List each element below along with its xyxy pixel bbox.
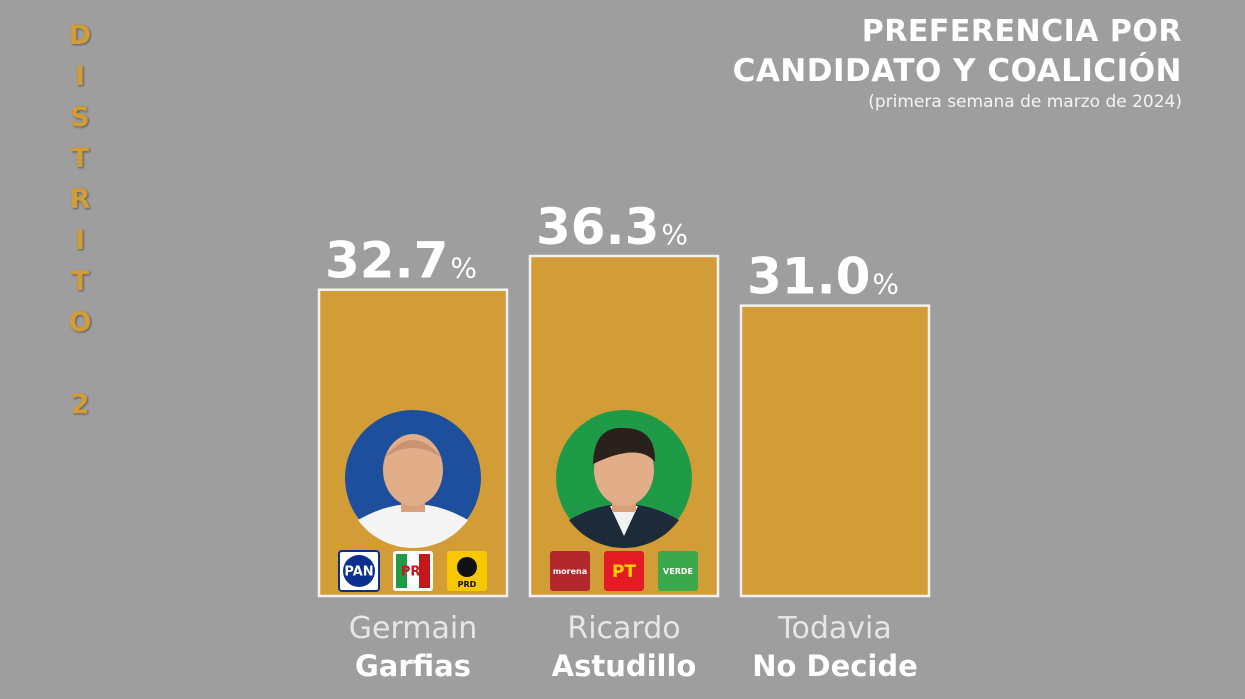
candidate-hair	[384, 440, 442, 458]
logo-text: PRD	[458, 580, 477, 589]
logo-bg	[604, 551, 644, 591]
category-label-line2: No Decide	[752, 649, 918, 683]
value-label: 36.3%	[536, 198, 688, 256]
header-subtitle: (primera semana de marzo de 2024)	[868, 92, 1182, 112]
header: PREFERENCIA POR CANDIDATO Y COALICIÓN (p…	[733, 13, 1182, 113]
category-label-line1: Todavia	[777, 611, 891, 646]
logo-stripe-red	[419, 554, 430, 588]
logo-text: PT	[612, 562, 636, 582]
logo-text: PRI	[401, 565, 425, 580]
logo-bg	[550, 551, 590, 591]
side-title-letter: D	[68, 20, 92, 51]
logo-text: PAN	[344, 565, 373, 580]
logo-text: VERDE	[663, 567, 693, 576]
category-label-line1: Germain	[349, 611, 477, 646]
morena-logo-icon: morena	[550, 551, 590, 591]
value-label: 32.7%	[325, 232, 477, 290]
side-title-letter: I	[74, 225, 86, 256]
pri-logo-icon: PRI	[393, 551, 433, 591]
verde-logo-icon: VERDE	[658, 551, 698, 591]
side-title-letter: T	[70, 143, 90, 174]
pt-logo-icon: PT	[604, 551, 644, 591]
candidate-hair	[593, 427, 656, 464]
prd-logo-icon: PRD	[447, 551, 487, 591]
candidate-face	[383, 434, 443, 506]
value-label: 31.0%	[747, 248, 899, 306]
percent-sign: %	[661, 218, 688, 251]
logo-sun	[457, 557, 477, 577]
logo-circle	[343, 555, 375, 587]
logo-bg	[658, 551, 698, 591]
side-title-letter: T	[70, 266, 90, 297]
header-line1: PREFERENCIA POR	[861, 14, 1182, 49]
category-label-line1: Ricardo	[567, 611, 680, 646]
bar	[739, 304, 931, 598]
side-title-letter: S	[70, 102, 90, 133]
side-title-letter: R	[69, 184, 91, 215]
header-line2: CANDIDATO Y COALICIÓN	[732, 53, 1182, 89]
percent-sign: %	[450, 252, 477, 285]
category-label-line2: Garfias	[355, 649, 471, 683]
logo-text: morena	[553, 567, 587, 576]
category-label-line2: Astudillo	[552, 649, 697, 683]
percent-sign: %	[872, 268, 899, 301]
candidate-collar	[610, 506, 638, 536]
side-title-letter: O	[68, 307, 92, 338]
side-title-letter: I	[74, 61, 86, 92]
candidate-shirt	[358, 504, 468, 549]
logo-stripe-green	[396, 554, 407, 588]
side-title-letter: 2	[70, 389, 90, 420]
pan-logo-icon: PAN	[338, 550, 380, 592]
